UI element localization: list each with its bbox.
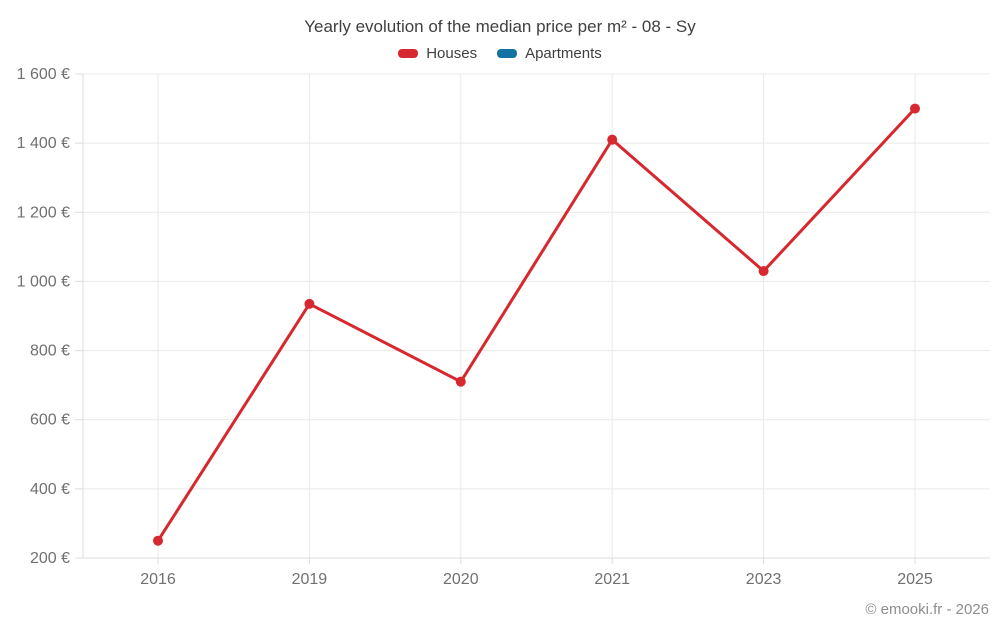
y-axis-tick-label: 1 000 € [17,273,70,290]
x-axis-tick-label: 2019 [292,571,328,588]
chart-legend: Houses Apartments [0,45,1000,62]
y-axis-tick-label: 400 € [30,481,70,498]
y-axis-tick-label: 200 € [30,550,70,567]
x-axis-tick-label: 2023 [746,571,782,588]
legend-item-houses[interactable]: Houses [398,45,477,62]
y-axis-tick-label: 800 € [30,343,70,360]
chart-footer-credit: © emooki.fr - 2026 [865,601,989,618]
data-point-houses[interactable] [758,266,769,277]
x-axis-tick-label: 2025 [897,571,933,588]
x-axis-tick-label: 2020 [443,571,479,588]
y-axis-tick-label: 600 € [30,412,70,429]
x-axis-tick-label: 2021 [594,571,630,588]
data-point-houses[interactable] [153,535,163,546]
apartments-series-swatch-icon [497,49,518,58]
data-point-houses[interactable] [304,298,315,309]
data-point-houses[interactable] [910,103,920,114]
y-axis-tick-label: 1 600 € [17,66,70,83]
legend-label: Houses [426,45,478,62]
x-axis-tick-label: 2016 [140,571,176,588]
chart-title: Yearly evolution of the median price per… [304,17,696,36]
houses-series-swatch-icon [398,49,419,58]
data-point-houses[interactable] [455,376,466,387]
data-point-houses[interactable] [607,134,618,145]
y-axis-tick-label: 1 200 € [17,204,70,221]
series-line-houses [156,107,917,543]
y-axis-tick-label: 1 400 € [17,135,70,152]
legend-label: Apartments [525,45,602,62]
legend-item-apartments[interactable]: Apartments [497,45,602,62]
